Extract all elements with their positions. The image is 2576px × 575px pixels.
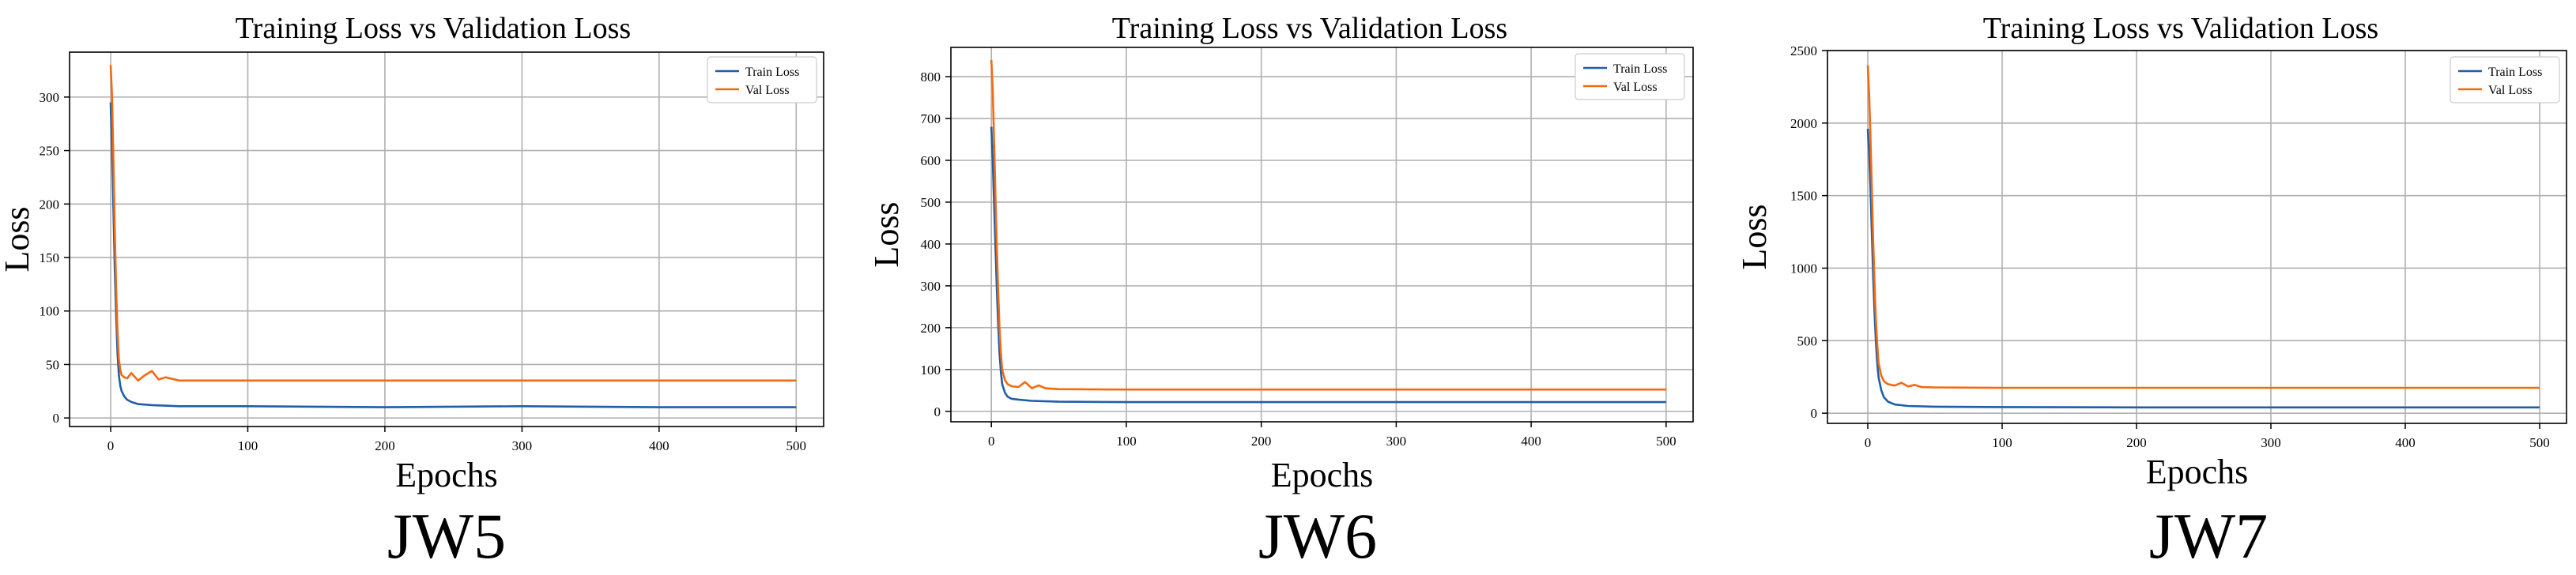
- chart-title: Training Loss vs Validation Loss: [1983, 12, 2378, 45]
- x-tick-label: 0: [988, 434, 995, 449]
- legend: Train Loss Val Loss: [1575, 53, 1685, 100]
- y-tick-label: 2500: [1790, 43, 1817, 58]
- train-loss-line: [1866, 129, 2540, 409]
- y-tick-label: 0: [934, 404, 941, 419]
- legend-label-train: Train Loss: [2488, 66, 2542, 79]
- y-axis-label: Loss: [0, 206, 36, 272]
- legend-box: [1575, 53, 1685, 100]
- chart-caption: JW7: [2149, 500, 2268, 572]
- x-tick-label: 300: [512, 438, 533, 453]
- y-tick-label: 1500: [1790, 189, 1817, 204]
- x-tick-label: 300: [2261, 435, 2281, 450]
- x-tick-label: 400: [649, 438, 669, 453]
- y-tick-label: 500: [1797, 333, 1818, 348]
- x-tick-label: 500: [786, 438, 807, 453]
- y-tick-label: 600: [921, 153, 941, 168]
- x-tick-label: 0: [107, 438, 115, 453]
- y-tick-label: 150: [40, 250, 60, 265]
- y-tick-label: 700: [921, 111, 941, 126]
- x-tick-label: 100: [1116, 434, 1137, 449]
- x-tick-label: 500: [2529, 435, 2550, 450]
- x-tick-label: 500: [1656, 434, 1676, 449]
- legend: Train Loss Val Loss: [2450, 56, 2560, 103]
- x-tick-label: 200: [2126, 435, 2147, 450]
- legend-label-train: Train Loss: [745, 66, 799, 79]
- chart-jw5: 0 100 200 300 400 500 0 50 100 150 200 250 300 Train …: [0, 12, 824, 572]
- x-tick-label: 200: [375, 438, 395, 453]
- plot-frame: [1827, 50, 2567, 424]
- train-loss-line: [990, 126, 1666, 404]
- legend: Train Loss Val Loss: [707, 56, 817, 103]
- y-tick-label: 1000: [1790, 261, 1817, 276]
- x-axis-label: Epochs: [2146, 453, 2249, 491]
- y-tick-label: 500: [921, 195, 941, 210]
- val-loss-line: [109, 65, 797, 382]
- legend-box: [2450, 56, 2560, 103]
- y-tick-label: 300: [40, 90, 60, 105]
- x-tick-label: 0: [1865, 435, 1872, 450]
- y-tick-label: 2000: [1790, 116, 1817, 131]
- x-tick-label: 400: [2395, 435, 2416, 450]
- val-loss-line: [990, 59, 1666, 391]
- y-tick-label: 50: [46, 357, 59, 372]
- train-loss-line: [109, 102, 797, 408]
- y-tick-label: 100: [40, 304, 60, 319]
- legend-label-train: Train Loss: [1613, 62, 1667, 76]
- legend-label-val: Val Loss: [745, 84, 790, 97]
- chart-title: Training Loss vs Validation Loss: [1112, 12, 1507, 45]
- val-loss-line: [1866, 65, 2540, 389]
- x-tick-label: 400: [1521, 434, 1541, 449]
- chart-title: Training Loss vs Validation Loss: [236, 12, 631, 45]
- y-tick-label: 300: [921, 279, 941, 294]
- y-tick-label: 800: [921, 70, 941, 85]
- y-tick-label: 0: [53, 411, 60, 426]
- y-tick-label: 250: [40, 144, 60, 159]
- x-tick-label: 100: [1992, 435, 2012, 450]
- x-tick-label: 100: [238, 438, 258, 453]
- y-tick-label: 0: [1811, 406, 1818, 421]
- y-tick-label: 400: [921, 237, 941, 252]
- y-tick-label: 200: [921, 321, 941, 336]
- plot-frame: [69, 51, 824, 427]
- x-tick-label: 200: [1251, 434, 1272, 449]
- chart-jw6: 0 100 200 300 400 500 0 100 200 300 400 500 600 700 80…: [867, 12, 1694, 572]
- y-axis-label: Loss: [867, 201, 906, 267]
- y-tick-label: 100: [921, 363, 941, 378]
- legend-label-val: Val Loss: [2488, 84, 2533, 97]
- y-tick-label: 200: [40, 197, 60, 212]
- x-axis-label: Epochs: [1271, 456, 1374, 494]
- chart-jw7: 0 100 200 300 400 500 0 500 1000 1500 2000 2500 Trai…: [1735, 12, 2567, 572]
- x-axis-label: Epochs: [395, 456, 498, 494]
- legend-label-val: Val Loss: [1613, 81, 1658, 94]
- plot-frame: [950, 47, 1694, 423]
- legend-box: [707, 56, 817, 103]
- chart-caption: JW5: [387, 500, 506, 572]
- chart-caption: JW6: [1258, 500, 1377, 572]
- y-axis-label: Loss: [1735, 204, 1774, 269]
- x-tick-label: 300: [1386, 434, 1407, 449]
